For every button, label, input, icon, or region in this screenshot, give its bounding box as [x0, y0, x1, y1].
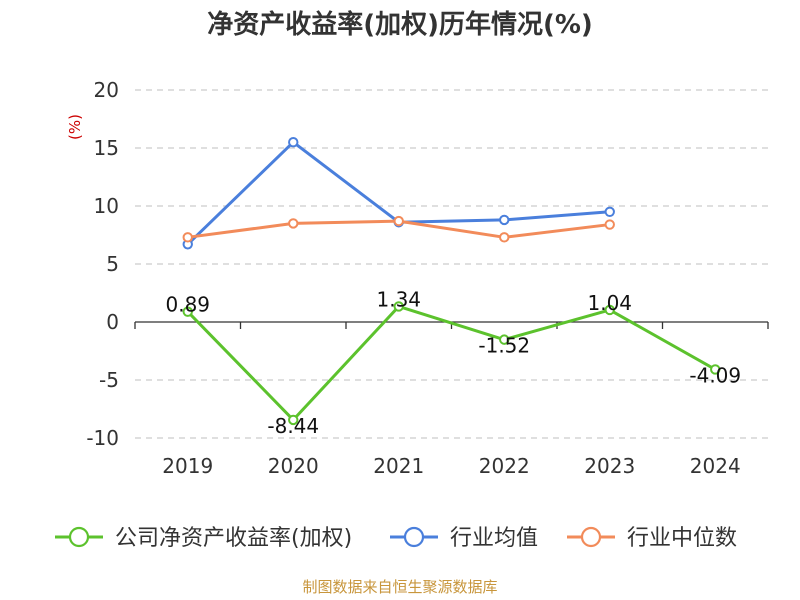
x-tick-label: 2022 — [479, 454, 530, 478]
legend: 公司净资产收益率(加权) 行业均值 行业中位数 — [55, 526, 737, 551]
data-label: 1.34 — [376, 287, 421, 311]
source-note: 制图数据来自恒生聚源数据库 — [302, 578, 497, 596]
legend-marker-1 — [403, 526, 425, 548]
data-point-0 — [499, 334, 510, 345]
y-tick-label: 10 — [94, 194, 119, 218]
legend-marker-2 — [580, 526, 602, 548]
data-label: 1.04 — [587, 291, 632, 315]
data-point-1 — [288, 137, 299, 148]
x-tick-label: 2023 — [584, 454, 635, 478]
x-tick-label: 2019 — [162, 454, 213, 478]
series-line-0 — [186, 304, 716, 422]
data-point-2 — [182, 232, 193, 243]
series-layer — [182, 137, 721, 426]
y-tick-label: 20 — [94, 78, 119, 102]
y-tick-label: -10 — [86, 426, 119, 450]
data-point-0 — [710, 364, 721, 375]
legend-marker-0 — [68, 526, 90, 548]
data-label-layer: 0.89 -8.44 1.34 -1.52 1.04 -4.09 — [165, 287, 741, 437]
y-tick-label: 5 — [106, 252, 119, 276]
data-label: -8.44 — [267, 414, 319, 438]
y-tick-label: -5 — [99, 368, 119, 392]
y-tick-label: 0 — [106, 310, 119, 334]
data-label: -1.52 — [478, 334, 530, 358]
data-point-2 — [604, 219, 615, 230]
data-point-0 — [288, 414, 299, 426]
data-label: -4.09 — [689, 363, 741, 387]
y-tick-label: 15 — [94, 136, 119, 160]
data-point-0 — [182, 306, 193, 317]
x-tick-label: 2020 — [268, 454, 319, 478]
grid-layer — [135, 89, 768, 439]
data-point-1 — [499, 214, 510, 226]
x-tick-label: 2021 — [373, 454, 424, 478]
data-point-2 — [288, 218, 299, 229]
data-point-0 — [393, 301, 404, 312]
legend-label-2: 行业中位数 — [627, 526, 737, 551]
data-point-0 — [604, 304, 615, 316]
data-point-2 — [499, 232, 510, 243]
data-label: 0.89 — [165, 293, 210, 317]
axis-layer: 20 15 10 5 0 -5 -10 2019 2020 2021 2022 2023 2024 — [86, 78, 769, 478]
data-point-1 — [604, 206, 615, 218]
chart-title: 净资产收益率(加权)历年情况(%) — [207, 9, 593, 40]
y-axis-label: (%) — [66, 114, 84, 140]
x-tick-label: 2024 — [690, 454, 741, 478]
legend-label-0: 公司净资产收益率(加权) — [115, 526, 352, 551]
data-point-2 — [393, 215, 404, 227]
legend-label-1: 行业均值 — [450, 526, 538, 551]
